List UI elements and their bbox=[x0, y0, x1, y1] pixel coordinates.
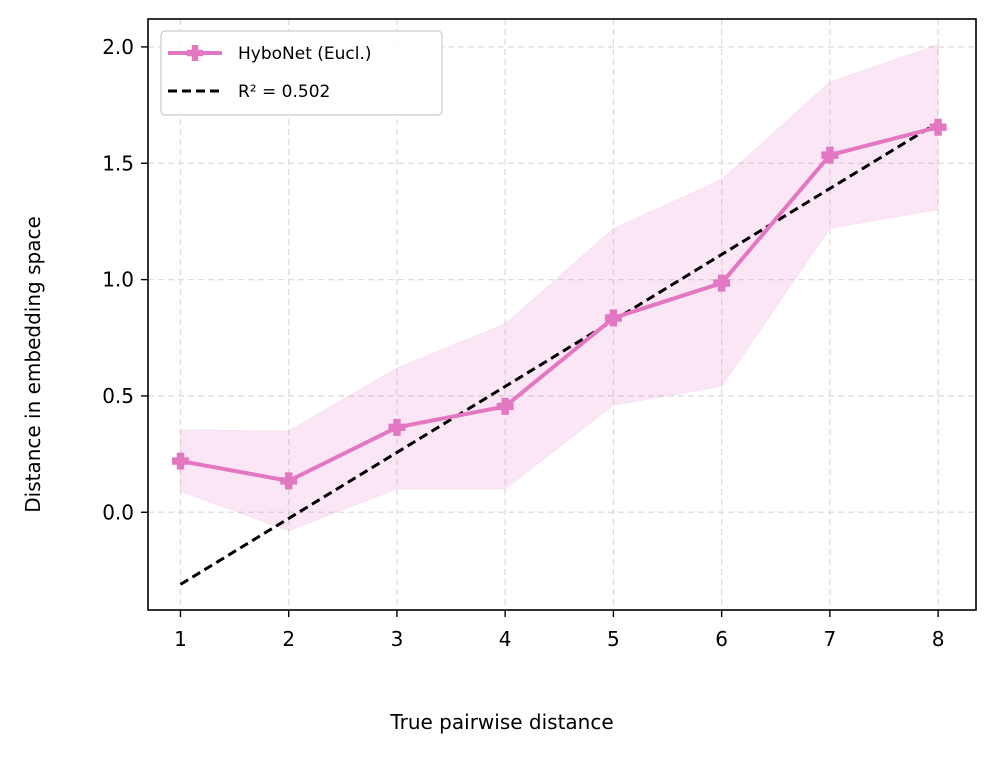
x-tick-label: 1 bbox=[174, 627, 187, 651]
y-tick-label: 0.0 bbox=[102, 500, 134, 524]
y-axis-label: Distance in embedding space bbox=[21, 216, 45, 513]
series-polyline bbox=[180, 125, 939, 483]
fit-line-segment bbox=[179, 121, 939, 586]
data-point-marker bbox=[171, 452, 189, 470]
legend-label-series: HyboNet (Eucl.) bbox=[238, 44, 372, 64]
plot-frame bbox=[147, 18, 977, 611]
x-tick-label: 6 bbox=[715, 627, 728, 651]
series-markers bbox=[171, 118, 947, 490]
y-tick-label: 1.5 bbox=[102, 151, 134, 175]
series-line bbox=[180, 125, 939, 483]
y-tick-label: 2.0 bbox=[102, 35, 134, 59]
data-point-marker bbox=[388, 418, 406, 436]
data-point-marker bbox=[604, 309, 622, 327]
x-axis-ticks: 1 2 3 4 5 6 7 8 bbox=[174, 610, 944, 651]
x-tick-label: 5 bbox=[607, 627, 620, 651]
x-axis-label: True pairwise distance bbox=[389, 710, 613, 734]
legend-label-fit: R² = 0.502 bbox=[238, 82, 330, 102]
legend: HyboNet (Eucl.) R² = 0.502 bbox=[160, 30, 443, 116]
y-axis-ticks: 0.0 0.5 1.0 1.5 2.0 bbox=[102, 35, 148, 524]
x-tick-label: 8 bbox=[932, 627, 945, 651]
confidence-band-area bbox=[179, 43, 939, 532]
data-point-marker bbox=[929, 118, 947, 136]
legend-marker-series bbox=[187, 45, 203, 61]
x-tick-label: 4 bbox=[499, 627, 512, 651]
grid-lines bbox=[148, 19, 976, 610]
x-tick-label: 2 bbox=[282, 627, 295, 651]
y-tick-label: 1.0 bbox=[102, 268, 134, 292]
data-point-marker bbox=[713, 274, 731, 292]
x-tick-label: 7 bbox=[824, 627, 837, 651]
y-tick-label: 0.5 bbox=[102, 384, 134, 408]
legend-box bbox=[160, 30, 443, 116]
data-point-marker bbox=[280, 472, 298, 490]
x-tick-label: 3 bbox=[391, 627, 404, 651]
fit-line bbox=[179, 121, 939, 586]
confidence-band bbox=[179, 43, 939, 532]
data-point-marker bbox=[496, 397, 514, 415]
data-point-marker bbox=[821, 146, 839, 164]
